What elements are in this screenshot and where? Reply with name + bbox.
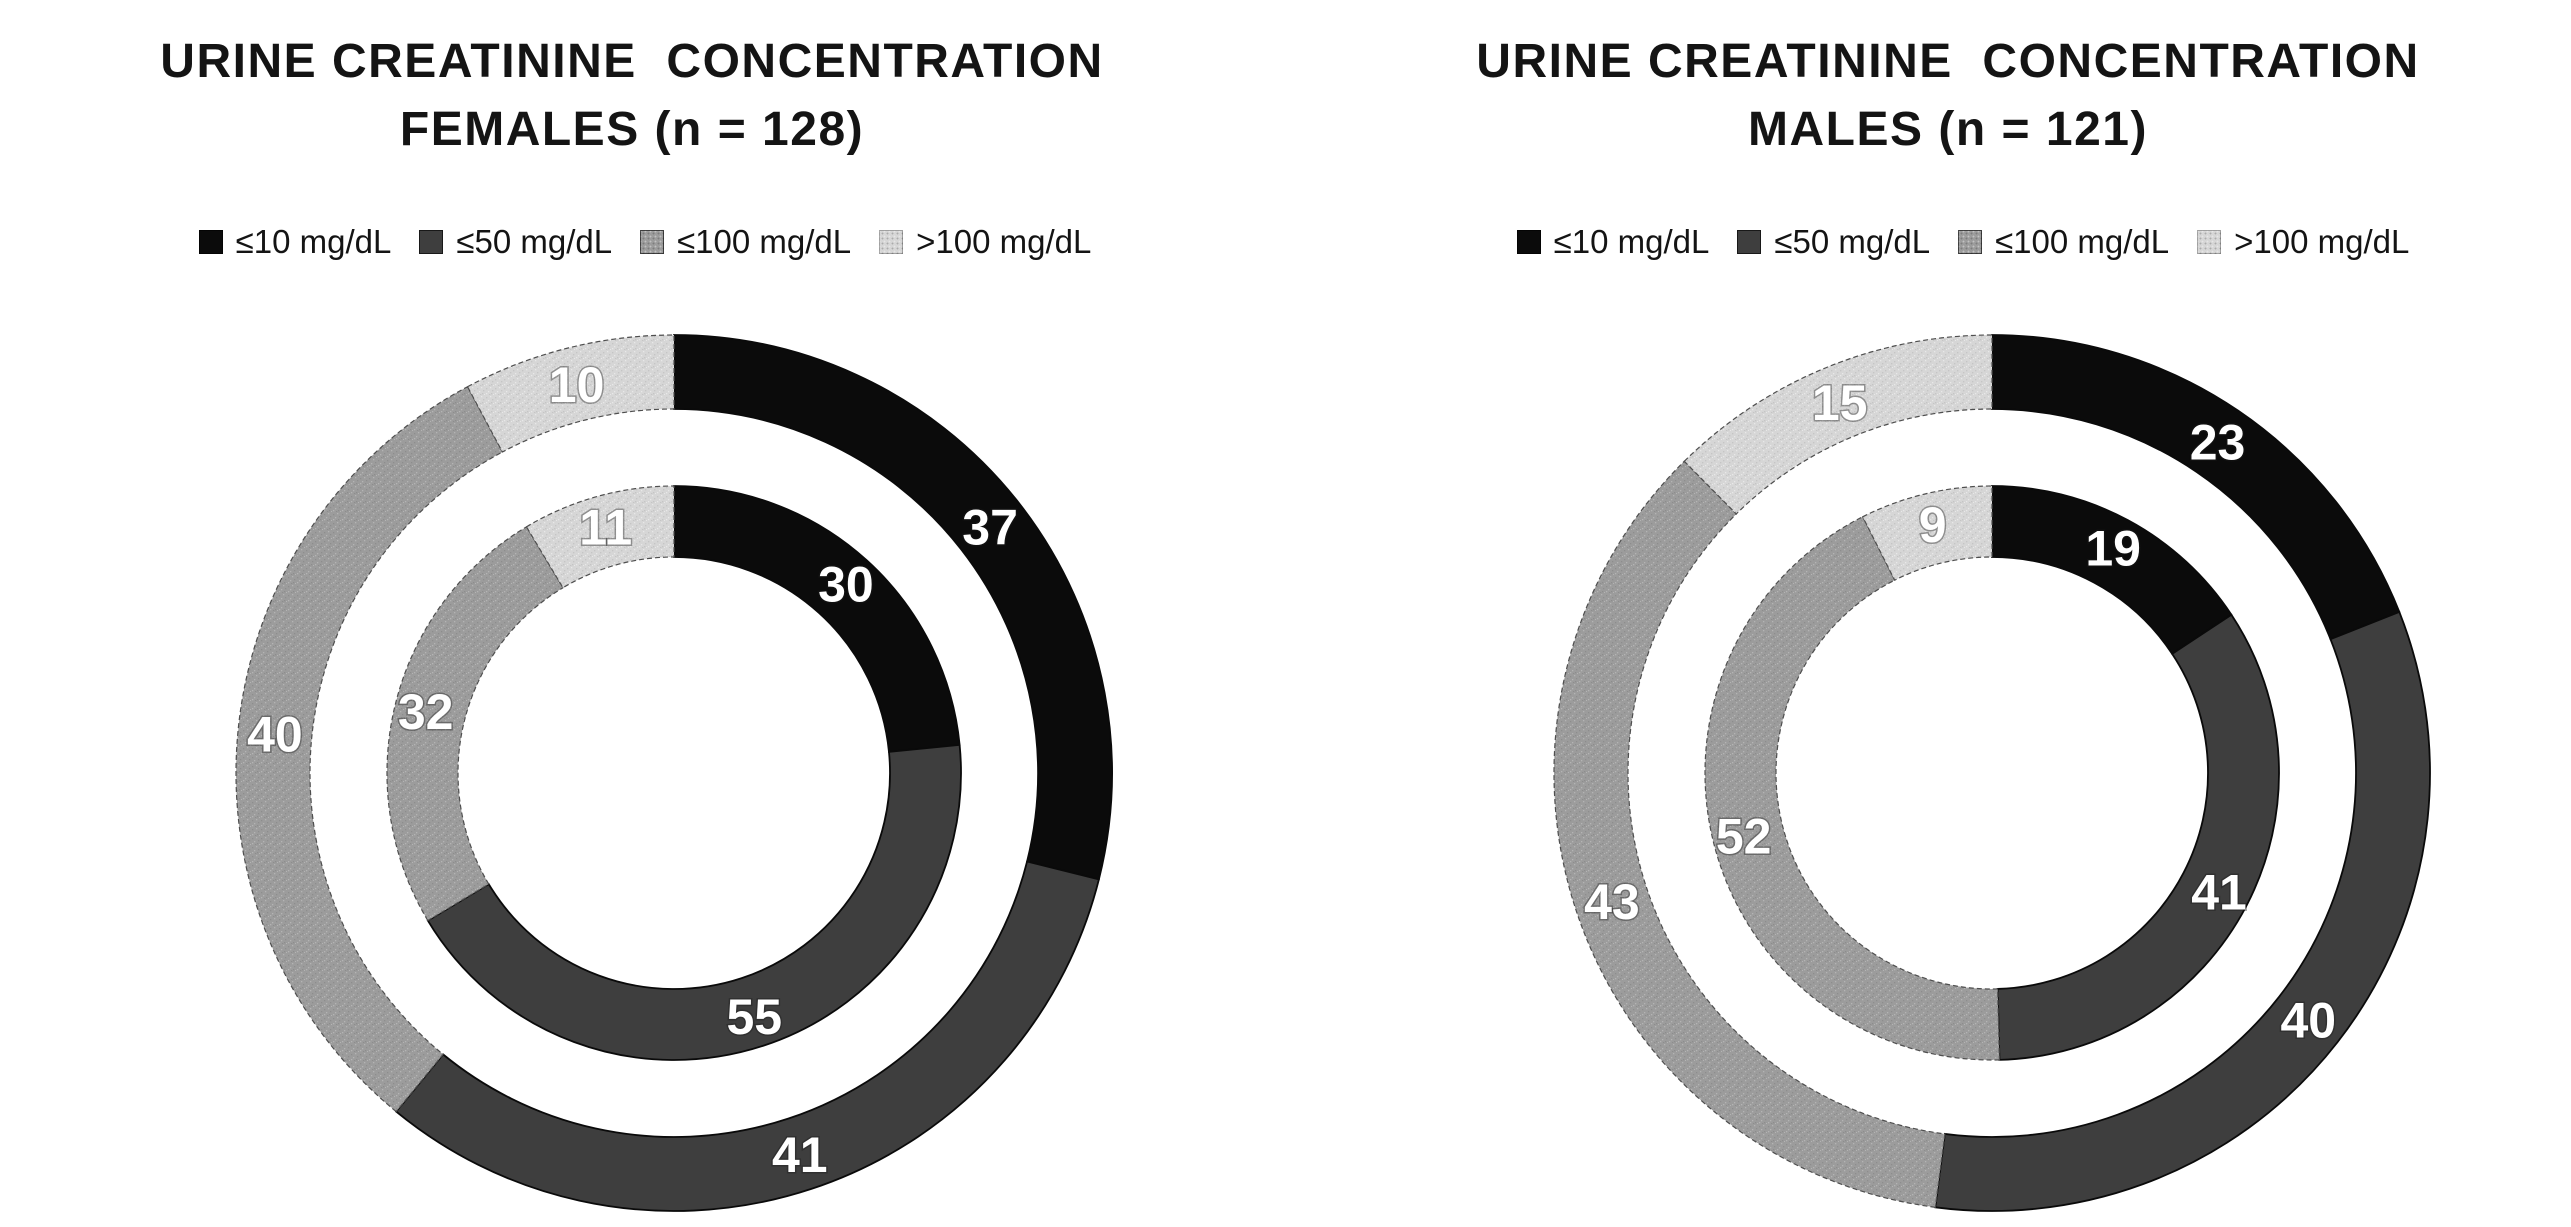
legend-swatch-icon — [1737, 230, 1762, 254]
segment-value-label: 15 — [1812, 375, 1868, 431]
segment-value-label: 41 — [2191, 864, 2247, 920]
legend-label: ≤100 mg/dL — [1995, 223, 2170, 260]
donut-chart-males: 23 40 43 15 19 41 52 9 — [1553, 334, 2431, 1212]
chart-title-males: URINE CREATININE CONCENTRATION MALES (n =… — [1396, 28, 2500, 164]
segment-value-label: 41 — [772, 1127, 828, 1183]
chart-title-females: URINE CREATININE CONCENTRATION FEMALES (n… — [80, 28, 1184, 164]
segment-value-label: 11 — [579, 499, 632, 555]
legend-males: ≤10 mg/dL ≤50 mg/dL ≤100 mg/dL >100 mg/dL — [1358, 216, 2568, 268]
inner_ring-segment-2 — [1996, 613, 2280, 1061]
legend-label: ≤10 mg/dL — [235, 223, 392, 260]
segment-value-label: 37 — [962, 499, 1018, 555]
legend-item: ≤100 mg/dL — [640, 223, 851, 261]
inner_ring-segment-2 — [426, 743, 962, 1061]
segment-value-label: 40 — [247, 707, 303, 763]
legend-swatch-icon — [1958, 230, 1983, 254]
legend-item: ≤10 mg/dL — [198, 223, 392, 261]
outer_ring-segment-2 — [1934, 610, 2431, 1212]
legend-label: >100 mg/dL — [2234, 223, 2410, 260]
legend-label: ≤100 mg/dL — [677, 223, 852, 260]
segment-value-label: 23 — [2190, 414, 2246, 470]
outer_ring-segment-2 — [394, 860, 1100, 1212]
segment-value-label: 32 — [398, 684, 454, 740]
legend-item: ≤100 mg/dL — [1958, 223, 2169, 261]
inner_ring-group: 19 41 52 9 — [1704, 485, 2280, 1061]
segment-value-label: 40 — [2280, 993, 2336, 1049]
segment-value-label: 43 — [1584, 874, 1640, 930]
outer_ring-segment-3 — [235, 385, 504, 1113]
outer_ring-group: 37 41 40 10 — [235, 334, 1113, 1212]
inner_ring-segment-1 — [673, 485, 961, 753]
inner_ring-segment-4 — [1861, 485, 1993, 581]
outer_ring-segment-3 — [1553, 460, 1946, 1208]
legend-swatch-icon — [198, 230, 223, 254]
inner_ring-group: 30 55 32 11 — [386, 485, 962, 1061]
legend-females: ≤10 mg/dL ≤50 mg/dL ≤100 mg/dL >100 mg/dL — [40, 216, 1250, 268]
inner_ring-segment-4 — [525, 485, 675, 589]
chart-title-line1: URINE CREATININE CONCENTRATION — [1476, 35, 2420, 88]
legend-swatch-icon — [2197, 230, 2222, 254]
segment-value-label: 10 — [549, 357, 605, 413]
segment-value-label: 30 — [818, 556, 874, 612]
legend-item: ≤10 mg/dL — [1516, 223, 1710, 261]
legend-label: ≤50 mg/dL — [1774, 223, 1931, 260]
chart-subtitle-females: FEMALES (n = 128) — [399, 103, 865, 156]
outer_ring-segment-4 — [1683, 334, 1993, 515]
legend-item: >100 mg/dL — [879, 223, 1091, 261]
segment-value-label: 9 — [1919, 497, 1947, 553]
legend-item: ≤50 mg/dL — [419, 223, 612, 261]
segment-value-label: 52 — [1716, 809, 1772, 865]
legend-item: >100 mg/dL — [2197, 223, 2409, 261]
legend-swatch-icon — [1516, 230, 1541, 254]
legend-swatch-icon — [640, 230, 665, 254]
legend-swatch-icon — [419, 230, 444, 254]
outer_ring-group: 23 40 43 15 — [1553, 334, 2431, 1212]
donut-chart-females: 37 41 40 10 30 55 32 11 — [235, 334, 1113, 1212]
legend-swatch-icon — [879, 230, 904, 254]
segment-value-label: 55 — [726, 989, 782, 1045]
outer_ring-segment-4 — [466, 334, 675, 453]
inner_ring-segment-3 — [1704, 515, 2001, 1061]
chart-subtitle-males: MALES (n = 121) — [1748, 103, 2148, 156]
segment-value-label: 19 — [2085, 521, 2141, 577]
legend-label: >100 mg/dL — [916, 223, 1092, 260]
chart-title-line1: URINE CREATININE CONCENTRATION — [160, 35, 1104, 88]
legend-label: ≤50 mg/dL — [456, 223, 613, 260]
legend-label: ≤10 mg/dL — [1553, 223, 1710, 260]
legend-item: ≤50 mg/dL — [1737, 223, 1930, 261]
inner_ring-segment-3 — [386, 526, 564, 922]
